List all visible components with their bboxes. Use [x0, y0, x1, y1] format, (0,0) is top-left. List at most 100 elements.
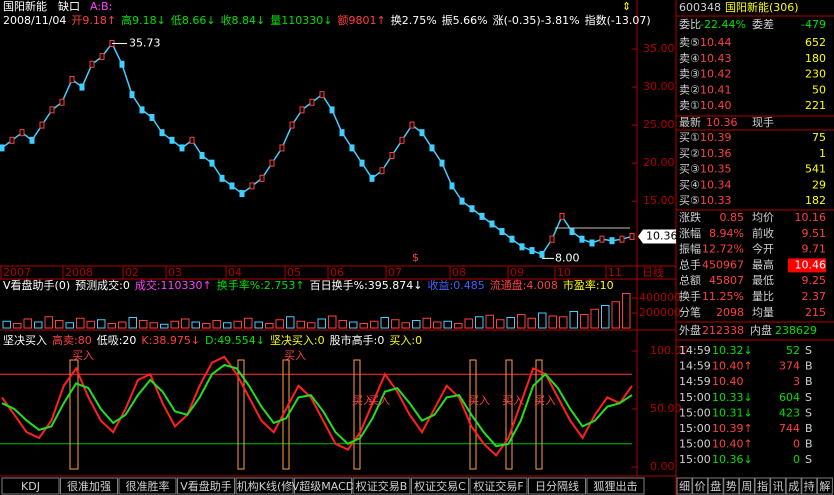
tab-label[interactable]: 权证交易F	[473, 479, 523, 493]
candle	[139, 106, 145, 114]
stock-name: 国阳新能	[3, 0, 47, 13]
buy-signal-bar	[505, 359, 513, 470]
volume-bar	[181, 318, 190, 329]
tick-volume: 0	[793, 438, 800, 451]
side-tab-label[interactable]: 势	[726, 480, 737, 493]
tab-label[interactable]: 很准加强	[67, 479, 111, 493]
side-tab[interactable]	[785, 477, 802, 495]
x-label: 07	[388, 266, 402, 279]
volume-bar	[338, 320, 347, 329]
candle	[169, 136, 175, 144]
side-tab-label[interactable]: 周	[741, 480, 752, 493]
volume-bar	[475, 316, 484, 329]
tab-label[interactable]: 狐狸出击	[594, 479, 638, 493]
volume-bar	[139, 320, 148, 329]
side-tab[interactable]	[676, 477, 693, 495]
book-volume: 29	[812, 178, 826, 191]
side-tab[interactable]	[754, 477, 771, 495]
candle	[279, 144, 285, 152]
book-label: 买④	[679, 178, 700, 191]
side-tab-label[interactable]: 细	[679, 480, 690, 493]
signal-mark: $	[412, 251, 419, 264]
side-tab-label[interactable]: 解	[819, 479, 830, 493]
tab-label[interactable]: 日分隔线	[535, 479, 579, 493]
candle	[529, 247, 535, 255]
diff-label: 委差	[752, 17, 774, 31]
tab[interactable]	[586, 477, 645, 495]
side-tab[interactable]	[770, 477, 787, 495]
side-tab[interactable]	[707, 477, 724, 495]
tab-label[interactable]: 权证交易B	[356, 479, 408, 493]
book-volume: 230	[805, 68, 826, 81]
tab-label[interactable]: 机构K线(修	[237, 479, 293, 493]
tab-label[interactable]: KDJ	[21, 480, 40, 493]
tab-label[interactable]: V超级MACD	[292, 479, 355, 493]
stat-label: 最低	[752, 274, 774, 287]
tick-volume: 3	[793, 375, 800, 388]
volume-bar	[443, 320, 452, 329]
tab[interactable]	[235, 477, 294, 495]
tab[interactable]	[118, 477, 177, 495]
tab[interactable]	[528, 477, 586, 495]
kdj-item: 买入:0	[389, 334, 422, 347]
stat-label: 振幅	[679, 242, 701, 256]
candle	[429, 144, 435, 152]
inner-value: 238629	[775, 324, 817, 337]
side-tab[interactable]	[738, 477, 755, 495]
volume-bar	[191, 321, 200, 329]
volume-bar	[538, 312, 547, 329]
lock-icon[interactable]: ⇕	[622, 0, 631, 13]
ab-label: A:B:	[90, 0, 112, 13]
side-tab-label[interactable]: 成	[788, 480, 799, 493]
stat-label: 量比	[752, 290, 774, 303]
x-label: 08	[452, 266, 466, 279]
x-label: 09	[510, 266, 524, 279]
side-tab-label[interactable]: 持	[804, 479, 815, 493]
book-volume: 180	[805, 52, 826, 65]
x-label: 04	[228, 266, 242, 279]
y-tick-label: 15.00	[643, 194, 675, 207]
side-tab[interactable]	[816, 477, 833, 495]
kdj-item: D:49.554↓	[205, 334, 265, 347]
candle	[89, 60, 95, 68]
volume-bar	[223, 322, 232, 329]
book-volume: 1	[819, 147, 826, 160]
quote-item: 振5.66%	[442, 13, 488, 27]
tab-label[interactable]: V看盘助手	[180, 479, 232, 493]
side-tab[interactable]	[801, 477, 818, 495]
stat-label: 换手	[679, 289, 701, 303]
side-tab-label[interactable]: 指	[757, 479, 768, 493]
candle	[609, 237, 615, 245]
tab[interactable]	[1, 477, 60, 495]
tab[interactable]	[469, 477, 528, 495]
quote-item: 涨(-0.35)-3.81%	[493, 14, 580, 27]
tab-label[interactable]: 很准胜率	[126, 479, 170, 493]
stock-code: 600348	[679, 1, 721, 14]
tab-label[interactable]: 权证交易C	[414, 479, 466, 493]
side-tab-label[interactable]: 价	[695, 480, 706, 493]
volume-bar	[254, 321, 263, 329]
side-tab-label[interactable]: 盘	[710, 479, 721, 493]
tab[interactable]	[352, 477, 411, 495]
side-tab[interactable]	[723, 477, 740, 495]
tab[interactable]	[177, 477, 235, 495]
tab[interactable]	[60, 477, 118, 495]
tab[interactable]	[294, 477, 352, 495]
candle	[339, 129, 345, 137]
book-price: 10.36	[700, 147, 732, 160]
candle	[299, 106, 305, 114]
outer-label: 外盘	[679, 323, 701, 337]
book-label: 卖⑤	[679, 36, 700, 49]
y-tick-label: 20.00	[643, 156, 675, 169]
book-price: 10.41	[700, 83, 732, 96]
tab[interactable]	[411, 477, 469, 495]
volume-bar	[149, 322, 158, 329]
volume-bar	[86, 320, 95, 329]
quote-item: 低8.66↓	[171, 14, 216, 27]
volume-bar	[296, 320, 305, 329]
side-tab[interactable]	[692, 477, 709, 495]
book-volume: 182	[805, 194, 826, 207]
side-tab-label[interactable]: 讯	[773, 480, 784, 493]
tick-time: 14:59	[679, 375, 711, 388]
